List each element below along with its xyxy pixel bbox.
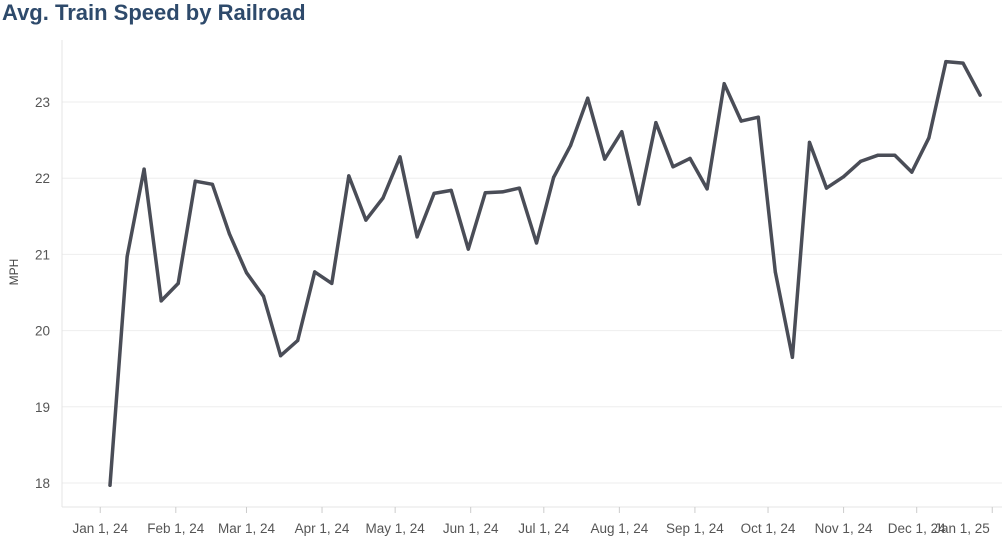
x-tick-label: Jun 1, 24 xyxy=(443,521,499,536)
data-point[interactable] xyxy=(586,96,590,100)
data-point[interactable] xyxy=(347,174,351,178)
data-point[interactable] xyxy=(807,140,812,144)
data-point[interactable] xyxy=(466,247,470,251)
x-tick-label: Aug 1, 24 xyxy=(590,521,648,536)
x-tick-label: Oct 1, 24 xyxy=(741,521,796,536)
x-tick-label: Mar 1, 24 xyxy=(218,521,276,536)
data-point[interactable] xyxy=(671,165,675,169)
data-point[interactable] xyxy=(500,190,504,194)
data-point[interactable] xyxy=(842,175,846,179)
x-tick-label: Dec 1, 24 xyxy=(888,521,946,536)
data-point[interactable] xyxy=(944,60,948,64)
data-point[interactable] xyxy=(824,186,829,190)
x-axis-ticks: Jan 1, 24 Feb 1, 24 Mar 1, 24 Apr 1, 24 May … xyxy=(72,507,993,536)
data-point[interactable] xyxy=(705,187,709,191)
data-point[interactable] xyxy=(603,157,607,161)
data-point[interactable] xyxy=(244,271,249,275)
data-point[interactable] xyxy=(790,355,795,359)
data-point[interactable] xyxy=(773,270,777,274)
y-tick-label: 19 xyxy=(35,400,50,415)
data-point[interactable] xyxy=(517,186,522,190)
data-point[interactable] xyxy=(296,338,300,343)
data-point[interactable] xyxy=(398,155,402,159)
data-point[interactable] xyxy=(108,483,112,487)
data-point[interactable] xyxy=(620,130,624,134)
data-point[interactable] xyxy=(978,93,982,97)
data-point[interactable] xyxy=(449,188,453,192)
data-point[interactable] xyxy=(910,170,914,174)
data-point[interactable] xyxy=(261,294,266,298)
y-tick-label: 18 xyxy=(35,476,50,491)
data-point[interactable] xyxy=(193,179,197,183)
chart-title: Avg. Train Speed by Railroad xyxy=(2,0,306,25)
data-point[interactable] xyxy=(876,153,880,157)
x-tick-label: Jan 1, 24 xyxy=(72,521,128,536)
data-point[interactable] xyxy=(142,167,146,171)
data-point[interactable] xyxy=(159,299,163,303)
x-tick-label: May 1, 24 xyxy=(366,521,426,536)
data-point[interactable] xyxy=(961,61,965,65)
data-point[interactable] xyxy=(688,156,692,160)
data-point[interactable] xyxy=(415,235,419,239)
data-point[interactable] xyxy=(432,191,436,195)
y-axis-ticks: 18 19 20 21 22 23 xyxy=(35,95,50,491)
data-point[interactable] xyxy=(739,119,743,123)
x-tick-label: Feb 1, 24 xyxy=(147,521,205,536)
data-point[interactable] xyxy=(125,255,129,259)
data-point[interactable] xyxy=(330,281,334,285)
data-point[interactable] xyxy=(637,202,641,206)
series-line xyxy=(108,59,982,488)
data-point[interactable] xyxy=(654,121,658,125)
data-point[interactable] xyxy=(227,232,231,236)
data-point[interactable] xyxy=(313,270,317,274)
data-point[interactable] xyxy=(859,159,863,163)
y-tick-label: 22 xyxy=(35,171,50,186)
data-point[interactable] xyxy=(279,354,283,358)
x-tick-label: Apr 1, 24 xyxy=(295,521,350,536)
x-tick-label: Sep 1, 24 xyxy=(666,521,724,536)
gridlines xyxy=(62,101,1002,484)
data-point[interactable] xyxy=(927,136,931,140)
data-point[interactable] xyxy=(176,281,180,285)
y-tick-label: 23 xyxy=(35,95,50,110)
series-layer xyxy=(108,59,982,488)
x-tick-label: Jan 1, 25 xyxy=(934,521,990,536)
x-tick-label: Jul 1, 24 xyxy=(518,521,570,536)
data-point[interactable] xyxy=(534,241,539,245)
data-point[interactable] xyxy=(569,143,573,147)
y-tick-label: 21 xyxy=(35,247,50,262)
y-tick-label: 20 xyxy=(35,324,50,339)
data-point[interactable] xyxy=(893,153,897,157)
data-point[interactable] xyxy=(210,182,214,186)
data-point[interactable] xyxy=(364,218,368,222)
data-point[interactable] xyxy=(756,115,760,119)
x-tick-label: Nov 1, 24 xyxy=(815,521,873,536)
y-axis-title: MPH xyxy=(7,259,21,286)
data-point[interactable] xyxy=(483,191,487,195)
data-point[interactable] xyxy=(552,175,556,179)
data-point[interactable] xyxy=(722,82,726,86)
data-point[interactable] xyxy=(381,196,385,200)
